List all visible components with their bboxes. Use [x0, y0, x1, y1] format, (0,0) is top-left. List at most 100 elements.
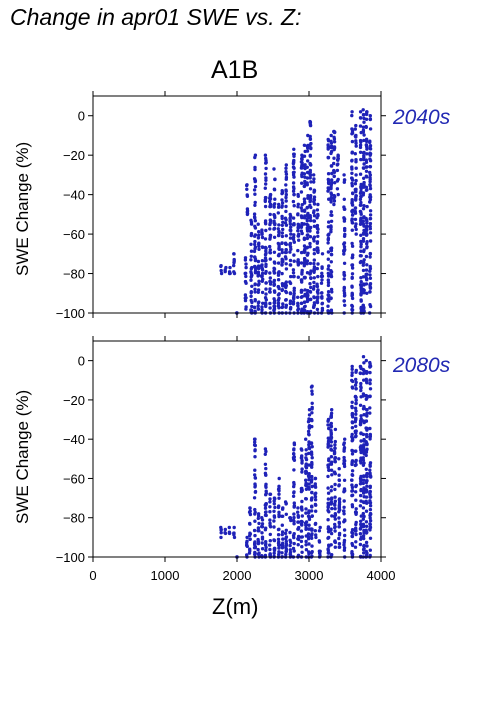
data-point — [272, 502, 276, 506]
data-point — [264, 526, 268, 530]
data-point — [292, 204, 296, 208]
data-point — [268, 497, 272, 501]
data-point — [307, 451, 311, 456]
data-point — [362, 116, 366, 121]
data-point — [365, 370, 369, 374]
data-point — [365, 414, 369, 418]
data-point — [337, 478, 341, 482]
data-point — [358, 419, 363, 423]
data-point — [284, 280, 288, 284]
data-point — [368, 114, 372, 118]
data-point — [364, 169, 369, 173]
data-point — [342, 245, 347, 249]
data-point — [256, 301, 261, 305]
data-point — [353, 211, 358, 215]
data-point — [343, 489, 347, 493]
data-point — [263, 198, 267, 202]
data-point — [354, 412, 358, 416]
data-point — [268, 547, 272, 552]
data-point — [300, 467, 304, 471]
data-point — [329, 151, 333, 156]
data-point — [353, 406, 358, 410]
data-point — [264, 298, 268, 302]
data-point — [342, 447, 346, 451]
data-point — [304, 457, 309, 462]
data-point — [354, 401, 358, 405]
data-point — [361, 355, 366, 359]
data-point — [368, 513, 372, 518]
data-point — [364, 480, 369, 485]
data-point — [289, 274, 293, 279]
data-point — [362, 478, 366, 482]
data-point — [311, 287, 316, 291]
data-point — [329, 195, 333, 200]
data-point — [284, 543, 288, 547]
data-point — [310, 418, 314, 423]
data-point — [304, 484, 308, 488]
data-point — [277, 496, 281, 500]
data-point — [299, 529, 304, 533]
data-point — [306, 223, 310, 228]
data-point — [291, 546, 296, 551]
data-point — [276, 533, 281, 537]
data-point — [232, 535, 237, 540]
data-point — [273, 222, 277, 226]
data-point — [292, 458, 297, 462]
data-point — [330, 514, 334, 518]
data-point — [342, 459, 346, 463]
data-point — [253, 234, 257, 238]
data-point — [280, 288, 284, 293]
data-point — [292, 240, 296, 244]
data-point — [296, 510, 300, 514]
data-point — [302, 197, 307, 201]
data-point — [288, 291, 293, 296]
y-tick-label: −80 — [63, 511, 85, 526]
data-point — [359, 242, 363, 246]
data-point — [320, 271, 324, 275]
data-point — [368, 426, 372, 431]
data-point — [288, 222, 292, 226]
data-point — [358, 532, 363, 536]
data-point — [256, 304, 260, 308]
data-point — [364, 419, 369, 423]
data-point — [350, 113, 354, 118]
data-point — [359, 448, 363, 452]
data-point — [260, 522, 265, 526]
data-point — [326, 497, 331, 501]
data-point — [245, 535, 249, 540]
data-point — [333, 495, 337, 499]
data-point — [308, 187, 313, 191]
data-point — [350, 400, 354, 404]
data-point — [362, 361, 366, 365]
data-point — [326, 267, 330, 271]
data-point — [268, 199, 272, 204]
data-point — [284, 188, 288, 192]
data-point — [368, 548, 372, 552]
data-point — [292, 286, 296, 290]
data-point — [359, 203, 363, 207]
data-point — [326, 278, 330, 282]
data-point — [333, 130, 337, 134]
data-point — [302, 250, 307, 255]
data-point — [302, 244, 307, 248]
data-point — [330, 506, 334, 511]
data-point — [280, 263, 284, 267]
data-point — [291, 268, 296, 272]
data-point — [253, 440, 257, 444]
data-point — [350, 255, 355, 260]
data-point — [326, 283, 331, 288]
data-point — [307, 478, 311, 482]
data-point — [296, 248, 300, 253]
data-point — [284, 501, 288, 506]
data-point — [245, 539, 249, 543]
data-point — [312, 180, 316, 184]
data-point — [314, 503, 318, 507]
data-point — [312, 173, 316, 177]
data-point — [310, 407, 314, 411]
data-point — [292, 512, 296, 516]
data-point — [316, 227, 320, 231]
data-point — [350, 178, 355, 182]
data-point — [304, 437, 308, 441]
data-point — [312, 258, 316, 262]
data-point — [364, 495, 369, 499]
